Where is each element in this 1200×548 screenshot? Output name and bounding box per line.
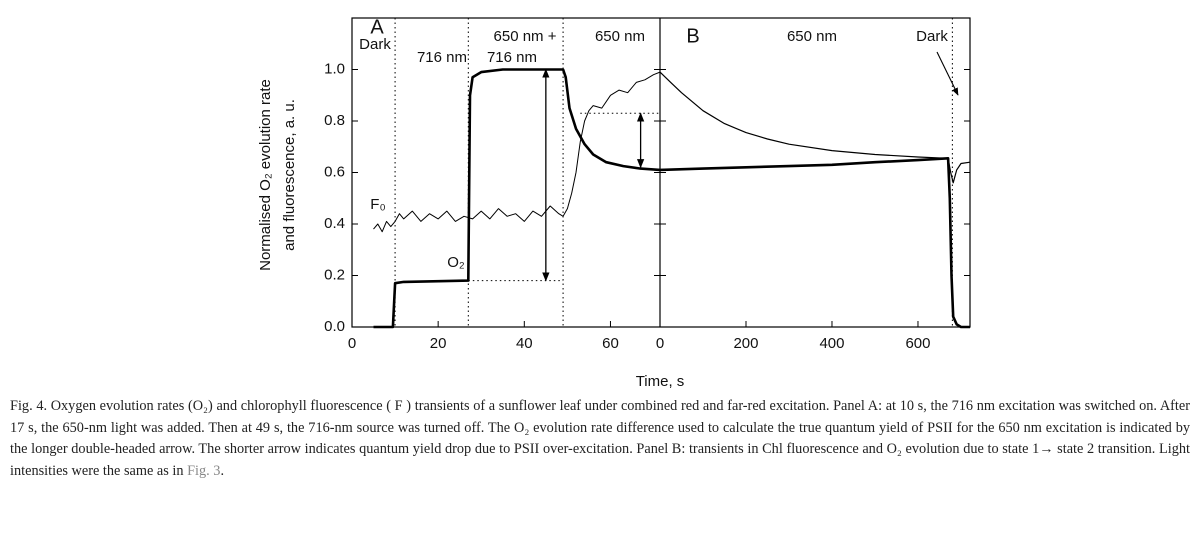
annotation: B xyxy=(686,25,699,47)
y-tick-label: 0.2 xyxy=(324,266,345,283)
y-tick-label: 0.0 xyxy=(324,318,345,335)
y-tick-label: 1.0 xyxy=(324,60,345,77)
annotation: Dark xyxy=(359,36,391,53)
series-line xyxy=(659,71,971,184)
caption-text: . xyxy=(220,462,225,479)
x-axis-label: Time, s xyxy=(636,373,685,390)
annotation: F₀ xyxy=(370,196,385,213)
pointer-arrow xyxy=(936,51,959,96)
annotation: Dark xyxy=(916,28,948,45)
figure: 0.0 0.2 0.4 0.6 0.8 1.0 Normalised O₂ evolutio… xyxy=(257,16,971,390)
y-tick-label: 0.6 xyxy=(324,163,345,180)
series-line xyxy=(373,71,661,233)
figure-reference[interactable]: Fig. 3 xyxy=(187,462,221,479)
y-tick-label: 0.8 xyxy=(324,112,345,129)
annotation: A xyxy=(370,16,384,38)
x-tick-label: 200 xyxy=(733,335,758,352)
annotation: 650 nm xyxy=(787,28,837,45)
annotation: 716 nm xyxy=(487,49,537,66)
x-tick-label: 20 xyxy=(430,335,447,352)
series-line xyxy=(373,68,661,329)
annotation: O₂ xyxy=(447,254,465,271)
x-tick-label: 40 xyxy=(516,335,533,352)
annotation: 650 nm + xyxy=(494,28,557,45)
caption-text: Fig. 4. Oxygen evolution rates (O₂) and … xyxy=(10,398,1190,479)
y-axis-label: Normalised O₂ evolution rate xyxy=(257,79,274,271)
annotation: 650 nm xyxy=(595,28,645,45)
x-tick-label: 60 xyxy=(602,335,619,352)
annotation: 716 nm xyxy=(417,49,467,66)
y-axis-label: and fluorescence, a. u. xyxy=(281,99,298,251)
x-tick-label: 0 xyxy=(348,335,356,352)
y-tick-label: 0.4 xyxy=(324,215,345,232)
caption: Fig. 4. Oxygen evolution rates (O₂) and … xyxy=(10,396,1190,482)
x-tick-label: 600 xyxy=(905,335,930,352)
series-line xyxy=(659,157,970,329)
x-tick-label: 0 xyxy=(656,335,664,352)
x-tick-label: 400 xyxy=(819,335,844,352)
